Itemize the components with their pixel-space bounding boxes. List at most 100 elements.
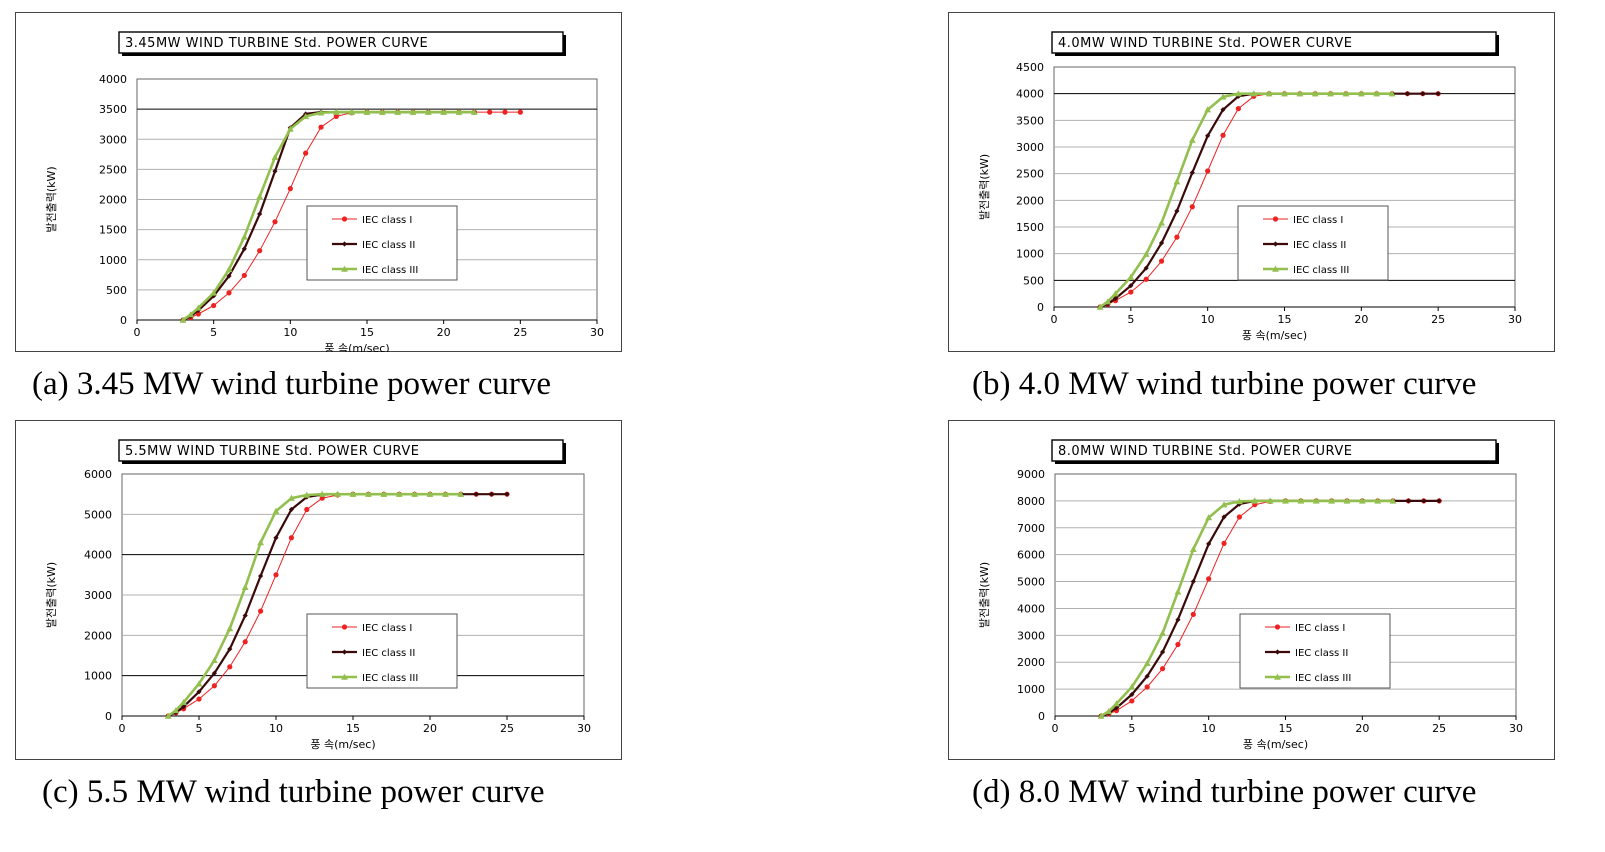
chart-caption-c: (c) 5.5 MW wind turbine power curve xyxy=(42,774,545,810)
legend-marker xyxy=(341,265,348,272)
data-point xyxy=(1175,641,1181,648)
data-point xyxy=(172,706,180,714)
data-point xyxy=(1174,588,1182,595)
data-point xyxy=(1159,629,1166,636)
data-point xyxy=(1436,498,1442,504)
data-point xyxy=(211,656,218,664)
y-tick-label: 6000 xyxy=(84,468,112,481)
legend-label: IEC class I xyxy=(1293,215,1343,226)
legend-marker xyxy=(1274,624,1281,630)
data-point xyxy=(195,680,203,687)
data-point xyxy=(286,125,294,132)
x-tick-label: 20 xyxy=(1354,313,1368,326)
y-tick-label: 1000 xyxy=(84,670,112,683)
data-point xyxy=(317,109,325,116)
x-tick-label: 25 xyxy=(1432,722,1446,735)
data-point xyxy=(333,113,339,119)
legend-marker xyxy=(1272,265,1279,272)
y-tick-label: 4000 xyxy=(84,549,112,562)
data-point xyxy=(318,490,326,497)
y-tick-label: 6000 xyxy=(1017,549,1045,562)
y-tick-label: 5000 xyxy=(1017,576,1045,589)
data-point xyxy=(1097,712,1105,719)
y-tick-label: 0 xyxy=(1038,710,1045,723)
y-axis-label: 발전출력(kW) xyxy=(978,154,991,220)
data-point xyxy=(1374,497,1382,504)
chart-caption-b: (b) 4.0 MW wind turbine power curve xyxy=(972,366,1477,402)
data-point xyxy=(241,246,247,252)
data-point xyxy=(1312,497,1320,504)
data-point xyxy=(257,248,263,254)
data-point xyxy=(288,506,294,513)
data-point xyxy=(1221,514,1227,520)
y-tick-label: 1000 xyxy=(1017,683,1045,696)
data-point xyxy=(288,494,295,501)
data-point xyxy=(226,625,234,632)
legend-marker xyxy=(341,673,348,680)
x-tick-label: 15 xyxy=(360,326,374,339)
data-point xyxy=(272,168,278,174)
y-tick-label: 0 xyxy=(1037,301,1044,314)
x-axis-label: 풍 속(m/sec) xyxy=(1243,738,1308,751)
data-point xyxy=(1205,514,1213,521)
chart-title: 8.0MW WIND TURBINE Std. POWER CURVE xyxy=(1058,444,1352,459)
data-point xyxy=(489,491,495,497)
data-point xyxy=(334,490,341,497)
x-tick-label: 10 xyxy=(283,326,297,339)
title-box xyxy=(118,439,564,462)
legend-label: IEC class II xyxy=(1295,648,1348,659)
data-point xyxy=(287,186,293,192)
data-point xyxy=(319,495,325,501)
x-tick-label: 30 xyxy=(1509,722,1523,735)
y-tick-label: 1000 xyxy=(99,254,127,267)
data-point xyxy=(1219,93,1227,100)
data-point xyxy=(225,265,233,273)
data-point xyxy=(411,490,418,497)
x-tick-label: 30 xyxy=(577,722,591,735)
y-tick-label: 500 xyxy=(1023,274,1044,287)
y-tick-label: 3000 xyxy=(99,133,127,146)
legend-label: IEC class III xyxy=(362,265,418,276)
data-point xyxy=(272,507,280,514)
data-point xyxy=(1296,90,1304,97)
legend-label: IEC class III xyxy=(1295,673,1351,684)
data-point xyxy=(349,490,357,497)
data-point xyxy=(256,193,264,200)
y-tick-label: 2000 xyxy=(99,194,127,207)
data-point xyxy=(1358,497,1366,504)
legend-marker xyxy=(341,624,348,630)
data-point xyxy=(1158,258,1165,264)
data-point xyxy=(1112,290,1119,297)
data-point xyxy=(240,233,248,240)
y-tick-label: 4000 xyxy=(1017,602,1045,615)
x-tick-label: 5 xyxy=(1128,722,1135,735)
data-point xyxy=(187,311,195,318)
data-point xyxy=(394,108,402,115)
legend-item: IEC class I xyxy=(332,623,412,634)
data-point xyxy=(1388,90,1396,97)
data-point xyxy=(1144,673,1150,679)
title-box xyxy=(1051,31,1497,54)
data-point xyxy=(288,535,294,541)
data-point xyxy=(1250,90,1258,97)
data-point xyxy=(196,689,202,695)
data-point xyxy=(378,108,386,115)
y-axis-label: 발전출력(kW) xyxy=(978,562,991,628)
data-point xyxy=(164,712,172,719)
y-tick-label: 2000 xyxy=(1016,194,1044,207)
y-tick-label: 2000 xyxy=(1017,656,1045,669)
data-point xyxy=(1297,497,1305,504)
data-point xyxy=(303,491,311,498)
data-point xyxy=(1128,683,1136,690)
data-point xyxy=(1189,204,1195,210)
title-box xyxy=(118,31,564,54)
y-axis-label: 발전출력(kW) xyxy=(45,166,58,232)
data-point xyxy=(470,108,478,115)
legend-item: IEC class III xyxy=(332,265,418,276)
legend-marker xyxy=(341,649,348,655)
y-tick-label: 3000 xyxy=(84,589,112,602)
data-point xyxy=(395,490,403,497)
y-axis-label: 발전출력(kW) xyxy=(45,562,58,628)
data-point xyxy=(1327,90,1334,97)
series-3 xyxy=(1097,497,1397,719)
